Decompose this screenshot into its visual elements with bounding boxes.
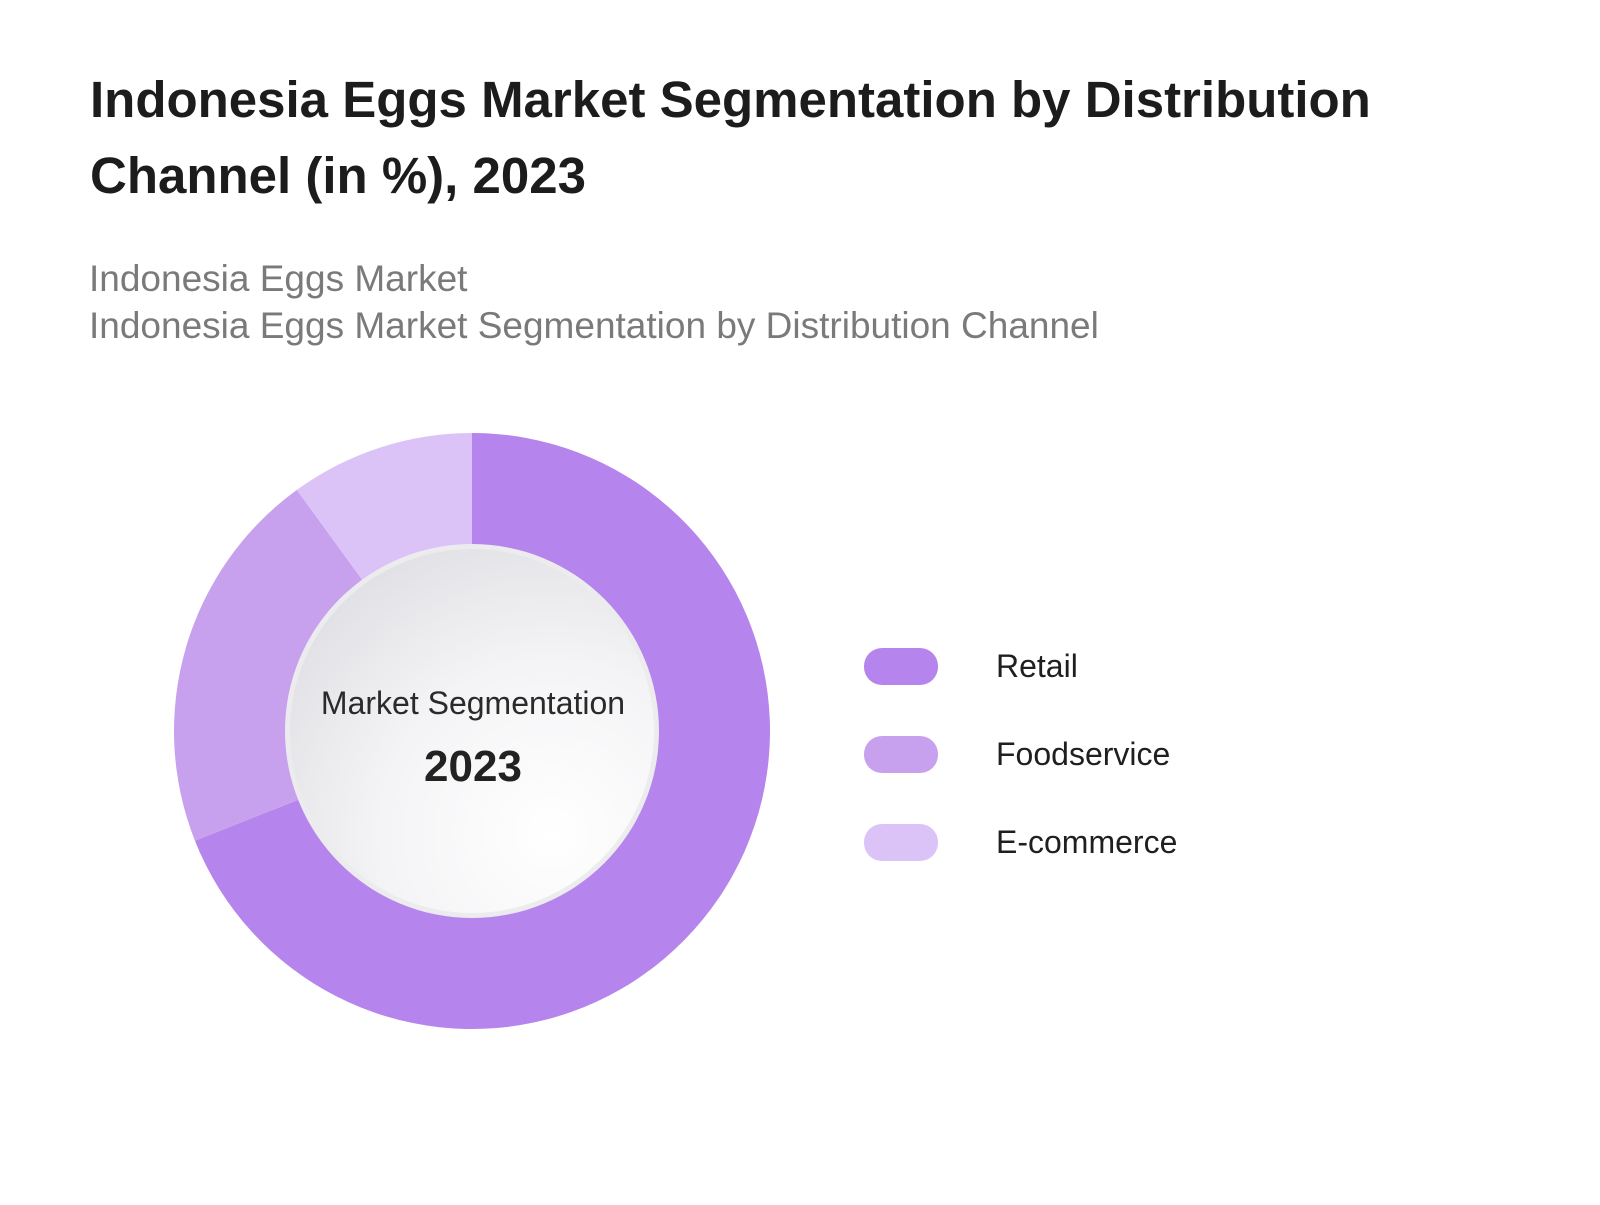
donut-slice-retail	[194, 433, 771, 1029]
subtitle-line-market: Indonesia Eggs Market	[89, 258, 468, 299]
legend: Retail Foodservice E-commerce	[864, 622, 1177, 886]
subtitle-line-segmentation: Indonesia Eggs Market Segmentation by Di…	[89, 305, 1099, 346]
legend-item-retail: Retail	[864, 622, 1177, 710]
legend-item-foodservice: Foodservice	[864, 710, 1177, 798]
legend-item-ecommerce: E-commerce	[864, 798, 1177, 886]
chart-title: Indonesia Eggs Market Segmentation by Di…	[90, 71, 1371, 204]
center-year: 2023	[424, 742, 522, 791]
donut-slices	[174, 433, 771, 1029]
legend-swatch-retail	[864, 647, 938, 685]
legend-label-ecommerce: E-commerce	[996, 823, 1178, 860]
donut-slice-foodservice	[174, 489, 363, 841]
legend-swatch-foodservice	[864, 735, 938, 773]
donut-hole	[290, 549, 654, 913]
chart-subtitle: Indonesia Eggs Market Indonesia Eggs Mar…	[89, 255, 1099, 349]
legend-label-retail: Retail	[996, 647, 1078, 684]
legend-label-foodservice: Foodservice	[996, 735, 1171, 772]
legend-swatch-ecommerce	[864, 823, 938, 861]
donut-slice-e-commerce	[296, 433, 472, 581]
center-label: Market Segmentation	[320, 685, 626, 721]
